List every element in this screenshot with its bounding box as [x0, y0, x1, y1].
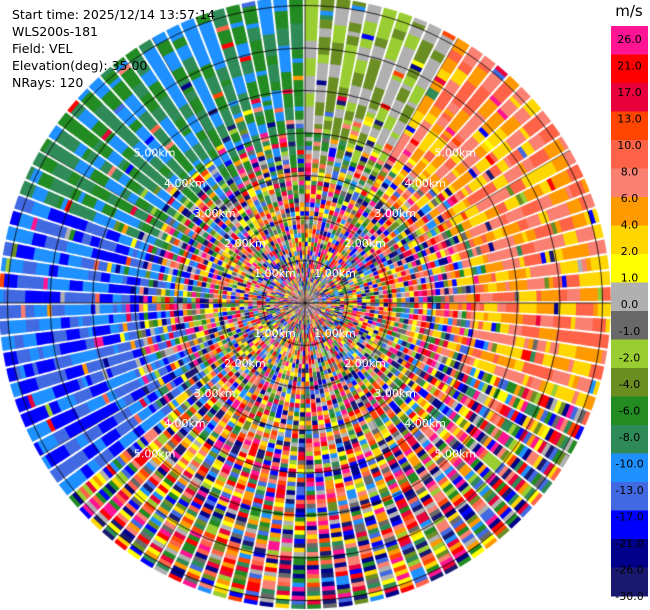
range-ring-label: 5.00km: [435, 147, 477, 160]
colorbar-swatch: [611, 510, 648, 540]
range-ring-label: 2.00km: [224, 357, 266, 370]
range-ring-label: 5.00km: [134, 447, 176, 460]
colorbar-tick-label: 26.0: [617, 33, 642, 46]
colorbar-tick-label: -8.0: [619, 431, 640, 444]
colorbar-swatch: [611, 168, 648, 198]
colorbar-swatch: [611, 197, 648, 226]
range-ring-label: 3.00km: [194, 387, 236, 400]
colorbar-swatch: [611, 140, 648, 169]
start-time-label: Start time: 2025/12/14 13:57:14: [12, 7, 216, 22]
colorbar-tick-label: -1.0: [619, 325, 640, 338]
range-ring-label: 1.00km: [254, 327, 296, 340]
range-ring-label: 3.00km: [374, 207, 416, 220]
colorbar-swatch: [611, 83, 648, 112]
colorbar-tick-label: -17.0: [615, 510, 643, 523]
colorbar-swatch: [611, 54, 648, 84]
colorbar-tick-label: 6.0: [621, 192, 639, 205]
colorbar-tick-label: -10.0: [615, 457, 643, 470]
range-ring-label: 3.00km: [374, 387, 416, 400]
colorbar-tick-label: 8.0: [621, 166, 639, 179]
colorbar-swatch: [611, 368, 648, 397]
scan-info-panel: Start time: 2025/12/14 13:57:14 WLS200s-…: [12, 6, 215, 91]
colorbar-tick-label: 13.0: [617, 113, 642, 126]
field-label: Field: VEL: [12, 41, 73, 56]
colorbar-swatch: [611, 282, 648, 312]
colorbar-swatch: [611, 567, 648, 597]
colorbar-swatch: [611, 225, 648, 255]
colorbar-tick-label: -26.0: [615, 564, 643, 577]
range-ring-label: 2.00km: [344, 357, 386, 370]
colorbar-tick-label: -6.0: [619, 404, 640, 417]
colorbar-swatch: [611, 396, 648, 426]
range-ring-label: 4.00km: [404, 417, 446, 430]
range-ring-label: 2.00km: [344, 237, 386, 250]
range-ring-label: 5.00km: [134, 147, 176, 160]
colorbar-tick-label: 4.0: [621, 219, 639, 232]
colorbar-swatch: [611, 311, 648, 340]
colorbar-tick-label: -13.0: [615, 484, 643, 497]
nrays-label: NRays: 120: [12, 75, 84, 90]
range-ring-label: 4.00km: [164, 417, 206, 430]
range-ring-label: 1.00km: [254, 267, 296, 280]
colorbar-tick-label: -21.0: [615, 537, 643, 550]
range-ring-label: 5.00km: [435, 447, 477, 460]
range-ring-label: 4.00km: [164, 177, 206, 190]
range-ring-label: 3.00km: [194, 207, 236, 220]
colorbar-tick-label: -4.0: [619, 378, 640, 391]
colorbar-tick-label: 10.0: [617, 139, 642, 152]
colorbar-swatch: [611, 254, 648, 283]
colorbar-unit-label: m/s: [615, 2, 643, 20]
colorbar-swatch: [611, 111, 648, 141]
colorbar-tick-label: 17.0: [617, 86, 642, 99]
colorbar-swatch: [611, 339, 648, 369]
colorbar-tick-label: -30.0: [615, 590, 643, 603]
colorbar-tick-label: 2.0: [621, 245, 639, 258]
range-ring-label: 2.00km: [224, 237, 266, 250]
colorbar-tick-label: -2.0: [619, 351, 640, 364]
colorbar-tick-label: 0.0: [621, 298, 639, 311]
colorbar-swatch: [611, 26, 648, 55]
instrument-label: WLS200s-181: [12, 24, 98, 39]
colorbar-tick-label: 1.0: [621, 272, 639, 285]
colorbar-swatch: [611, 539, 648, 568]
colorbar-swatch: [611, 425, 648, 454]
colorbar-swatch: [611, 453, 648, 483]
colorbar-tick-label: 21.0: [617, 60, 642, 73]
range-ring-label: 1.00km: [314, 327, 356, 340]
elevation-label: Elevation(deg): 35.00: [12, 58, 148, 73]
colorbar-swatch: [611, 482, 648, 511]
range-ring-label: 1.00km: [314, 267, 356, 280]
range-ring-label: 4.00km: [404, 177, 446, 190]
